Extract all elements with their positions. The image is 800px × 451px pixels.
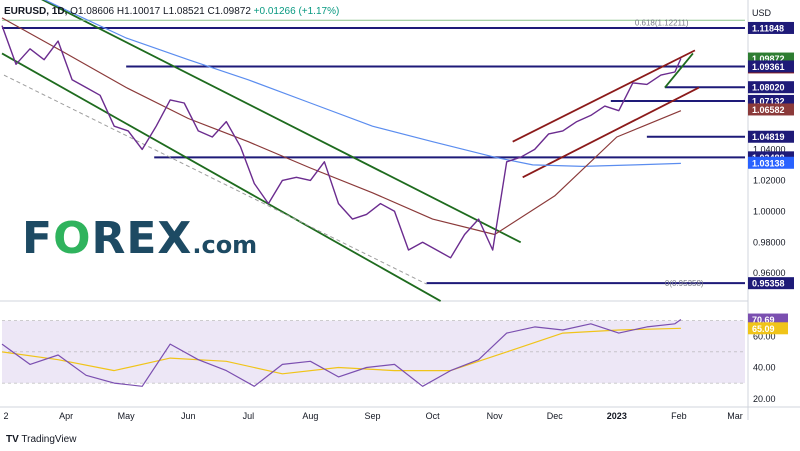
time-tick-label: 2 bbox=[3, 411, 8, 421]
chart-header: EURUSD, 1D, O1.08606 H1.10017 L1.08521 C… bbox=[4, 6, 339, 17]
price-label: 1.07132 bbox=[752, 96, 785, 106]
price-label-bg bbox=[748, 103, 794, 116]
price-label: 1.11848 bbox=[752, 23, 784, 33]
price-label: 1.09872 bbox=[752, 54, 785, 64]
trend-line-channel-lower bbox=[1, 52, 442, 302]
price-label-bg bbox=[748, 21, 794, 34]
price-tick-label: 0.98000 bbox=[753, 237, 786, 247]
time-tick-label: Feb bbox=[671, 411, 687, 421]
rsi-tick-label: 20.00 bbox=[753, 394, 776, 404]
forex-watermark-logo: FOREX.com bbox=[22, 213, 258, 264]
ohlc-change: +0.01266 (+1.17%) bbox=[253, 6, 340, 17]
ohlc-open: O1.08606 bbox=[70, 6, 115, 17]
price-line bbox=[1, 25, 682, 259]
currency-label: USD bbox=[752, 8, 772, 18]
tradingview-mark-icon: TV bbox=[6, 434, 19, 445]
price-tick-label: 1.00000 bbox=[753, 206, 786, 216]
price-label-bg bbox=[748, 130, 794, 143]
fib-annotation: 0(0.95358) bbox=[665, 279, 704, 288]
tradingview-logo-text: TradingView bbox=[21, 434, 77, 445]
tradingview-brand[interactable]: TV TradingView bbox=[6, 434, 76, 445]
time-tick-label: Mar bbox=[727, 411, 743, 421]
price-tick-label: 0.96000 bbox=[753, 268, 786, 278]
time-tick-label: Nov bbox=[487, 411, 504, 421]
time-tick-label: Oct bbox=[426, 411, 441, 421]
price-label: 1.04819 bbox=[752, 132, 785, 142]
price-label-bg bbox=[748, 81, 794, 94]
time-tick-label: Dec bbox=[547, 411, 564, 421]
price-label-bg bbox=[748, 277, 794, 290]
trend-line-wedge-upper bbox=[512, 49, 696, 143]
trend-line-channel-dashed bbox=[3, 74, 427, 285]
time-tick-label: 2023 bbox=[607, 411, 627, 421]
price-label: 1.09361 bbox=[752, 62, 785, 72]
time-tick-label: Jun bbox=[181, 411, 196, 421]
price-label: 1.08020 bbox=[752, 83, 785, 93]
price-label-bg bbox=[748, 60, 794, 73]
ohlc-close: C1.09872 bbox=[207, 6, 251, 17]
rsi-value-label: 65.09 bbox=[752, 324, 775, 334]
trend-line-channel-upper bbox=[41, 0, 522, 244]
price-label: 1.06582 bbox=[752, 105, 785, 115]
ma-brown-line bbox=[1, 17, 682, 236]
ma-blue-line bbox=[43, 0, 681, 167]
price-label: 0.95358 bbox=[752, 279, 785, 289]
rsi-signal-line bbox=[1, 327, 681, 375]
time-tick-label: Sep bbox=[364, 411, 380, 421]
time-tick-label: Apr bbox=[59, 411, 73, 421]
rsi-value-bg bbox=[748, 322, 788, 335]
price-label-bg bbox=[748, 156, 794, 169]
time-tick-label: May bbox=[118, 411, 136, 421]
ohlc-low: L1.08521 bbox=[163, 6, 205, 17]
time-tick-label: Aug bbox=[302, 411, 318, 421]
price-label: 1.03138 bbox=[752, 158, 785, 168]
ohlc-high: H1.10017 bbox=[116, 6, 161, 17]
trend-line-wedge-lower bbox=[522, 86, 700, 179]
fib-annotation: 0.618(1.12211) bbox=[635, 18, 689, 27]
symbol-label[interactable]: EURUSD, 1D, bbox=[4, 6, 68, 17]
price-tick-label: 1.04000 bbox=[753, 144, 786, 154]
trend-line-green-short bbox=[664, 52, 694, 89]
time-tick-label: Jul bbox=[243, 411, 255, 421]
rsi-tick-label: 60.00 bbox=[753, 331, 776, 341]
price-tick-label: 1.02000 bbox=[753, 175, 786, 185]
rsi-tick-label: 40.00 bbox=[753, 363, 776, 373]
rsi-line bbox=[1, 319, 682, 387]
rsi-value-label: 70.69 bbox=[752, 315, 775, 325]
